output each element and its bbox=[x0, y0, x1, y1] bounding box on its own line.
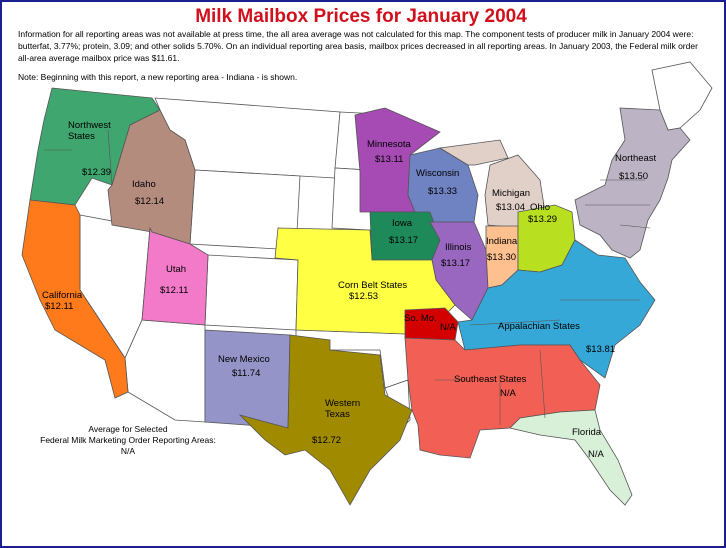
california-region bbox=[21, 199, 129, 399]
new-mexico-name-label: New Mexico bbox=[218, 354, 270, 365]
southeast-price-label: N/A bbox=[500, 388, 517, 399]
iowa-name-label: Iowa bbox=[392, 218, 413, 229]
utah-name-label: Utah bbox=[166, 264, 186, 275]
south-missouri-region bbox=[404, 307, 459, 341]
appalachian-name-label: Appalachian States bbox=[498, 321, 580, 332]
intro-text: Information for all reporting areas was … bbox=[18, 29, 698, 63]
illinois-price-label: $13.17 bbox=[441, 258, 470, 269]
northeast-price-label: $13.50 bbox=[619, 171, 648, 182]
florida-name-label: Florida bbox=[572, 427, 602, 438]
new-mexico-region bbox=[204, 329, 291, 429]
idaho-price-label: $12.14 bbox=[135, 196, 164, 207]
average-line1: Average for Selected bbox=[88, 424, 168, 434]
idaho-name-label: Idaho bbox=[132, 179, 156, 190]
minnesota-name-label: Minnesota bbox=[367, 139, 412, 150]
michigan-name-label: Michigan bbox=[492, 188, 530, 199]
northeast-name-label: Northeast bbox=[615, 153, 657, 164]
wisconsin-price-label: $13.33 bbox=[428, 186, 457, 197]
corn-belt-price-label: $12.53 bbox=[349, 291, 378, 302]
iowa-price-label: $13.17 bbox=[389, 235, 418, 246]
western-texas-region bbox=[238, 334, 413, 506]
appalachian-price-label: $13.81 bbox=[586, 344, 615, 355]
average-value: N/A bbox=[120, 446, 136, 456]
indiana-name-label: Indiana bbox=[486, 236, 518, 247]
northwest-region bbox=[29, 87, 161, 206]
ohio-name-label: Ohio bbox=[530, 202, 550, 213]
so-mo-name-label: So. Mo. bbox=[404, 313, 437, 324]
indiana-price-label: $13.30 bbox=[487, 252, 516, 263]
illinois-region bbox=[429, 221, 489, 321]
minnesota-price-label: $13.11 bbox=[375, 154, 403, 165]
california-price-label: $12.11 bbox=[45, 301, 73, 312]
florida-region bbox=[509, 409, 633, 506]
western-texas-name-label: Western bbox=[325, 398, 360, 409]
utah-region bbox=[141, 226, 209, 326]
illinois-name-label: Illinois bbox=[445, 242, 472, 253]
corn-belt-name-label: Corn Belt States bbox=[338, 280, 407, 291]
western-texas-price-label: $12.72 bbox=[312, 435, 341, 446]
average-line2: Federal Milk Marketing Order Reporting A… bbox=[40, 435, 216, 445]
florida-price-label: N/A bbox=[588, 449, 605, 460]
northwest-price-label: $12.39 bbox=[82, 167, 111, 178]
new-mexico-price-label: $11.74 bbox=[232, 368, 260, 379]
note-text: Note: Beginning with this report, a new … bbox=[18, 72, 298, 82]
map-title: Milk Mailbox Prices for January 2004 bbox=[195, 6, 527, 27]
average-box: Average for Selected Federal Milk Market… bbox=[18, 424, 238, 457]
so-mo-price-label: N/A bbox=[440, 322, 457, 333]
ohio-price-label: $13.29 bbox=[528, 214, 557, 225]
state-borders bbox=[44, 129, 651, 425]
wisconsin-name-label: Wisconsin bbox=[416, 168, 459, 179]
northeast-region bbox=[574, 107, 691, 259]
southeast-name-label: Southeast States bbox=[454, 374, 527, 385]
northwest-name-label: States bbox=[68, 131, 95, 142]
utah-price-label: $12.11 bbox=[160, 285, 188, 296]
western-texas-name-label: Texas bbox=[325, 409, 350, 420]
northwest-name-label: Northwest bbox=[68, 120, 111, 131]
michigan-price-label: $13.04 bbox=[496, 202, 525, 213]
california-name-label: California bbox=[42, 290, 83, 301]
